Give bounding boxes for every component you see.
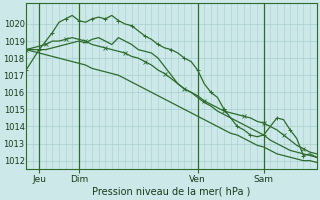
X-axis label: Pression niveau de la mer( hPa ): Pression niveau de la mer( hPa ) bbox=[92, 187, 251, 197]
